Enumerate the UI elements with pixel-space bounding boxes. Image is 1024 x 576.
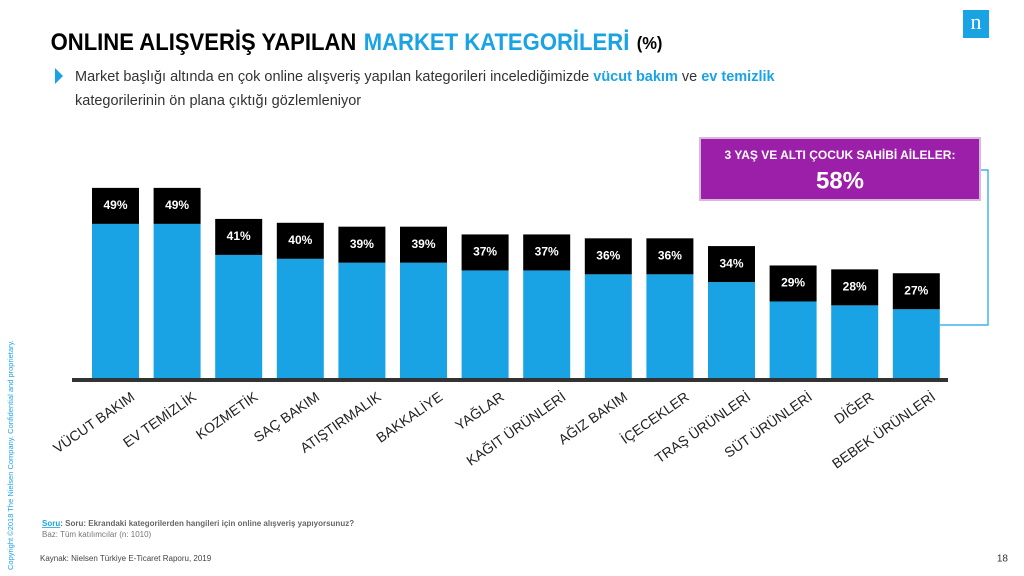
title-unit: (%) [637,32,663,53]
value-label: 49% [165,198,189,212]
value-label-box [708,246,755,283]
subtitle-highlight: ev temizlik [701,69,775,85]
value-label-box [215,218,263,255]
bar [831,305,879,378]
logo: n [971,9,982,34]
subtitle-highlight: vücut bakım [593,69,678,85]
x-tick-label: AĞIZ BAKIM [555,388,630,447]
logo-box [963,10,989,38]
page-number: 18 [997,554,1009,565]
bar [892,309,940,378]
x-tick-label: KAĞIT ÜRÜNLERİ [463,388,569,469]
x-tick-label: DİĞER [830,388,876,427]
value-label: 39% [411,237,435,251]
x-tick-label: VÜCUT BAKIM [49,388,137,457]
subtitle-text: ve [678,69,701,85]
value-label-box [646,238,694,275]
bar [400,262,447,378]
value-label: 41% [227,229,251,243]
bar [153,223,201,378]
value-label-box [276,222,324,259]
question: Soru: Soru: Ekrandaki kategorilerden han… [42,519,354,528]
value-label: 29% [781,276,805,290]
callout-label: 3 YAŞ VE ALTI ÇOCUK SAHİBİ AİLELER: [725,147,956,162]
callout-box [699,137,981,201]
value-label-box [400,226,447,263]
x-tick-label: BEBEK ÜRÜNLERİ [828,388,938,472]
question-text: : Soru: Ekrandaki kategorilerden hangile… [60,519,354,528]
bar [584,274,632,378]
value-label: 36% [596,248,620,262]
chart-title: ONLINE ALIŞVERİŞ YAPILAN MARKET KATEGORİL… [51,28,663,55]
title-text: ONLINE ALIŞVERİŞ YAPILAN [51,28,357,55]
value-label: 34% [719,256,743,270]
value-label: 28% [843,280,867,294]
value-label-box [892,273,940,310]
subtitle-line: Market başlığı altında en çok online alı… [75,69,776,85]
value-label-box [769,265,817,302]
value-label-box [461,234,509,271]
subtitle-text: kategorilerinin ön plana çıktığı gözleml… [75,93,361,109]
value-label: 37% [473,245,497,259]
value-label: 49% [103,198,127,212]
value-label: 39% [350,237,374,251]
callout-connector [940,169,989,326]
bullet [55,68,63,84]
value-label-box [153,187,201,224]
value-label-box [584,238,632,275]
bar [461,270,509,378]
value-label-box [523,234,571,271]
x-tick-label: BAKKALİYE [372,388,445,446]
value-label: 37% [535,245,559,259]
bar [92,223,139,378]
bar [646,274,694,378]
bar [708,282,755,378]
callout-value: 58% [816,167,864,194]
value-label: 40% [288,233,312,247]
value-label: 36% [658,248,682,262]
value-label: 27% [904,283,928,297]
source: Kaynak: Nielsen Türkiye E-Ticaret Raporu… [40,554,212,563]
bar [338,262,386,378]
question-label: Soru [42,519,60,528]
value-label-box [831,269,879,306]
bar [769,301,817,378]
x-tick-label: KOZMETİK [192,387,261,442]
title-highlight: MARKET KATEGORİLERİ [364,28,630,55]
bar [215,254,263,378]
bar [523,270,571,378]
value-label-box [338,226,386,263]
value-label-box [92,187,139,224]
x-tick-label: YAĞLAR [452,388,507,433]
copyright: Copyright ©2018 The Nielsen Company. Con… [6,340,15,570]
bar [276,258,324,378]
subtitle-text: Market başlığı altında en çok online alı… [75,69,593,85]
base-note: Baz: Tüm katılımcılar (n: 1010) [42,530,152,539]
